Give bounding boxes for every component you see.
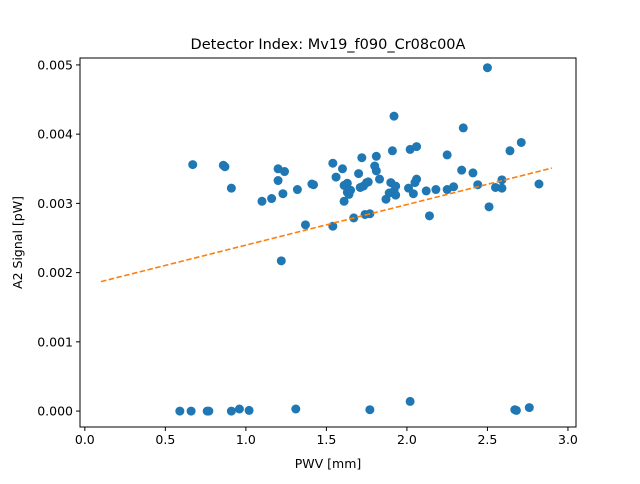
data-point (505, 146, 515, 156)
y-axis: 0.000 0.001 0.002 0.003 0.004 0.005 (37, 57, 80, 419)
data-point (363, 177, 373, 187)
data-point (220, 162, 230, 172)
x-tick-label: 1.0 (236, 432, 256, 447)
y-axis-label: A2 Signal [pW] (10, 196, 25, 289)
data-point (412, 142, 422, 152)
data-point (458, 123, 468, 133)
x-tick-label: 0.0 (75, 432, 95, 447)
data-point (291, 404, 301, 414)
data-point (497, 175, 507, 185)
x-tick-label: 2.0 (397, 432, 417, 447)
data-point (391, 181, 401, 191)
fit-line (100, 167, 553, 283)
y-tick-label: 0.001 (37, 334, 73, 349)
data-point (234, 404, 244, 414)
data-point (511, 405, 521, 415)
data-point (244, 405, 254, 415)
data-point (375, 174, 385, 184)
axes-frame (79, 57, 577, 428)
data-point (188, 160, 198, 170)
data-point (405, 396, 415, 406)
y-tick-label: 0.000 (37, 404, 73, 419)
data-point (484, 202, 494, 212)
y-tick-label: 0.002 (37, 265, 73, 280)
data-point (309, 180, 319, 190)
data-point (226, 183, 236, 193)
data-point (267, 194, 277, 204)
data-point (273, 176, 283, 186)
y-tick-label: 0.005 (37, 57, 73, 72)
data-point (342, 178, 352, 188)
data-point (524, 403, 534, 413)
data-point (346, 185, 356, 195)
data-point (421, 186, 431, 196)
x-tick-label: 0.5 (155, 432, 175, 447)
data-point (534, 179, 544, 189)
data-point (276, 256, 286, 266)
data-point (391, 190, 401, 200)
plot-layer (100, 63, 553, 416)
data-point (331, 172, 341, 182)
data-point (175, 406, 185, 416)
data-point (354, 169, 364, 179)
chart-title: Detector Index: Mv19_f090_Cr08c00A (191, 37, 466, 53)
x-tick-label: 1.5 (316, 432, 336, 447)
data-point (339, 196, 349, 206)
data-point (186, 406, 196, 416)
data-point (328, 158, 338, 168)
data-point (357, 153, 367, 163)
data-point (442, 150, 452, 160)
data-point (497, 183, 507, 193)
data-point (457, 165, 467, 175)
data-point (300, 220, 310, 230)
data-point (468, 168, 478, 178)
data-point (412, 174, 422, 184)
data-point (280, 167, 290, 177)
data-point (482, 63, 492, 73)
data-point (337, 164, 347, 174)
x-axis-label: PWV [mm] (295, 456, 362, 471)
x-axis: 0.0 0.5 1.0 1.5 2.0 2.5 3.0 (75, 427, 578, 447)
data-point (424, 211, 434, 221)
data-point (204, 406, 214, 416)
data-point (292, 185, 302, 195)
data-point (365, 405, 375, 415)
y-tick-label: 0.004 (37, 127, 73, 142)
x-tick-label: 3.0 (558, 432, 578, 447)
data-point (387, 146, 397, 156)
data-point (278, 189, 288, 199)
data-point (226, 406, 236, 416)
data-point (449, 182, 459, 192)
x-tick-label: 2.5 (477, 432, 497, 447)
data-point (257, 196, 267, 206)
data-point (371, 166, 381, 176)
data-point (516, 137, 526, 147)
data-point (371, 151, 381, 161)
data-point (431, 185, 441, 195)
data-point (408, 189, 418, 199)
y-tick-label: 0.003 (37, 196, 73, 211)
data-point (389, 111, 399, 121)
